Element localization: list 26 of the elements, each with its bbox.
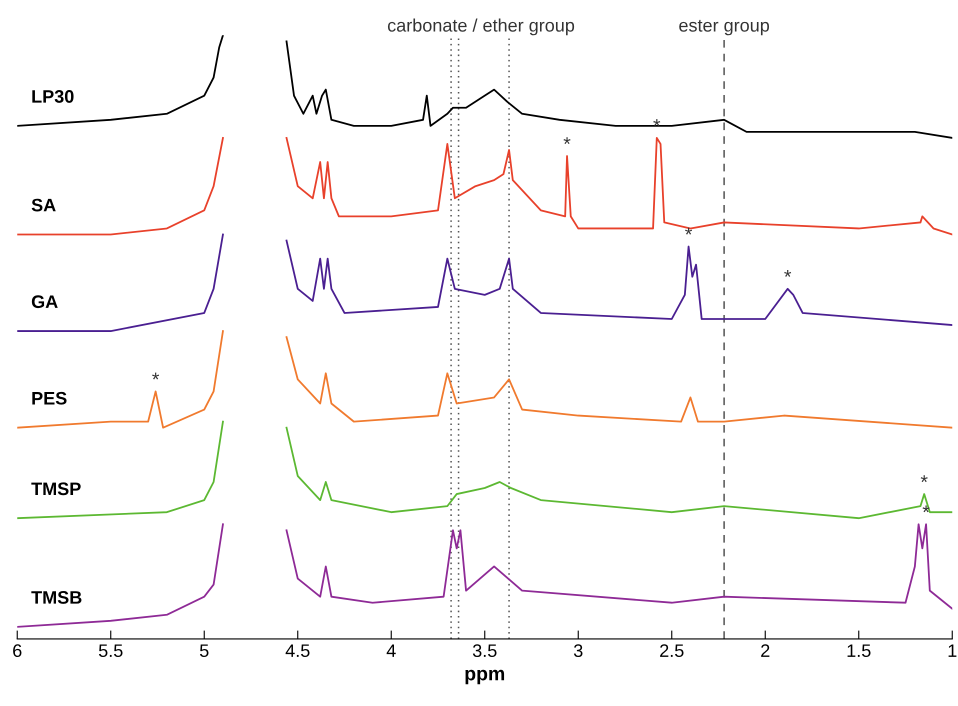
annotation: *: [152, 372, 160, 380]
x-tick-label: 2.5: [660, 644, 684, 658]
annotation: carbonate / ether group: [388, 18, 574, 36]
x-tick-label: 2: [761, 644, 770, 657]
x-axis-title: ppm: [466, 670, 504, 684]
x-tick-label: 3.5: [472, 644, 497, 658]
ref-line-label: ester group: [679, 20, 770, 36]
x-tick-label: 6: [13, 644, 22, 658]
x-tick-label: 4: [386, 644, 396, 657]
series-label: GA: [32, 295, 58, 308]
x-tick-label: 4.5: [286, 644, 310, 658]
annotation: *: [564, 137, 571, 144]
x-tick-label: 1.5: [848, 644, 871, 658]
series-label: TMSB: [31, 591, 82, 604]
series-label: SA: [32, 198, 56, 212]
x-tick-label: 1: [948, 644, 956, 657]
annotation: *: [653, 119, 660, 126]
annotation: *: [920, 475, 928, 482]
series-label: PES: [32, 392, 67, 405]
x-tick-label: 5.5: [98, 644, 123, 658]
x-tick-label: 5: [200, 644, 209, 658]
series-label: TMSP: [31, 482, 81, 496]
series-label: LP30: [32, 90, 74, 103]
annotation: *: [784, 270, 792, 277]
annotation: *: [685, 228, 692, 235]
x-tick-label: 3: [574, 644, 582, 658]
